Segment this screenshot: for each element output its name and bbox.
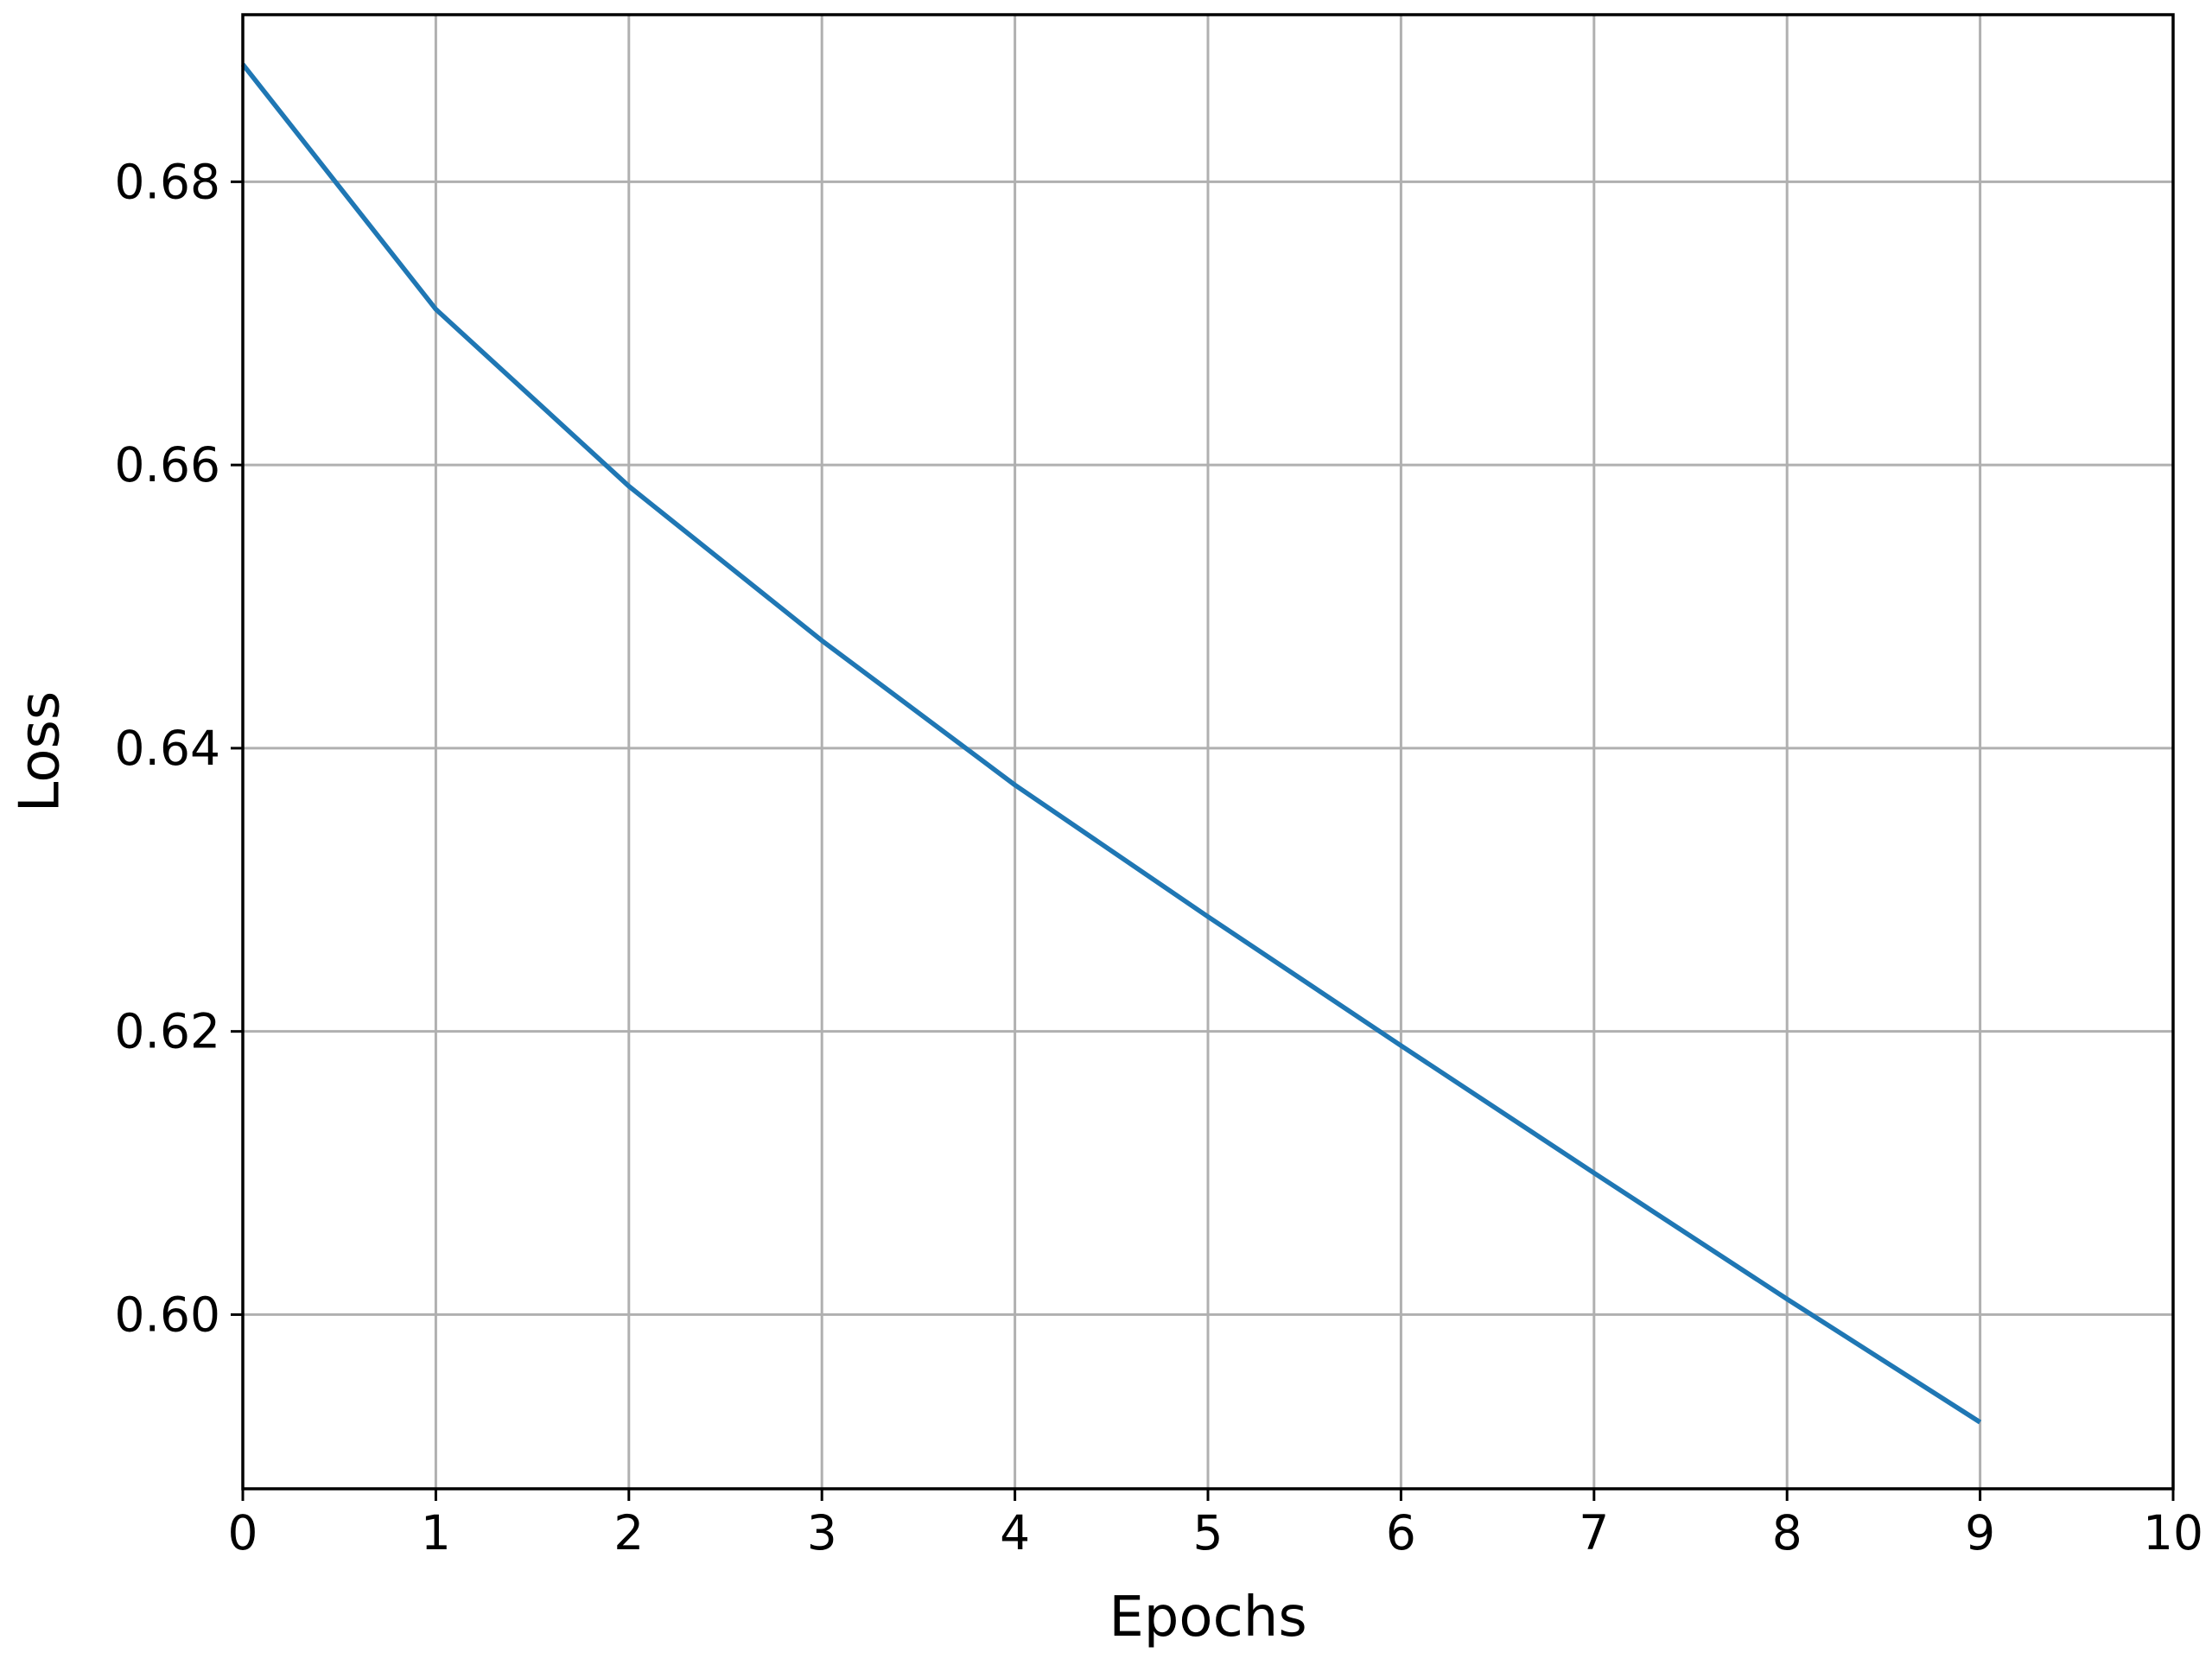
series-layer: [240, 62, 1982, 1425]
x-axis-label: Epochs: [1109, 1586, 1306, 1649]
y-axis-ticks: 0.60 0.62 0.64 0.66 0.68: [115, 154, 243, 1342]
x-axis-ticks: 0 1 2 3 4 5 6 7 8 9 10: [228, 1489, 2203, 1560]
x-tick-label: 6: [1386, 1505, 1416, 1560]
x-tick-label: 7: [1579, 1505, 1609, 1560]
y-tick-label: 0.60: [115, 1287, 220, 1342]
loss-series-line: [240, 62, 1982, 1425]
x-tick-label: 3: [807, 1505, 837, 1560]
y-tick-label: 0.64: [115, 721, 220, 776]
y-tick-label: 0.66: [115, 437, 220, 493]
x-tick-label: 1: [421, 1505, 451, 1560]
x-tick-label: 4: [1000, 1505, 1030, 1560]
x-tick-label: 0: [228, 1505, 258, 1560]
x-tick-label: 5: [1193, 1505, 1224, 1560]
x-tick-label: 9: [1965, 1505, 1995, 1560]
y-tick-label: 0.62: [115, 1004, 220, 1059]
y-tick-label: 0.68: [115, 154, 220, 209]
x-tick-label: 10: [2143, 1505, 2203, 1560]
x-tick-label: 8: [1772, 1505, 1802, 1560]
y-axis-label: Loss: [9, 691, 73, 812]
x-tick-label: 2: [613, 1505, 644, 1560]
